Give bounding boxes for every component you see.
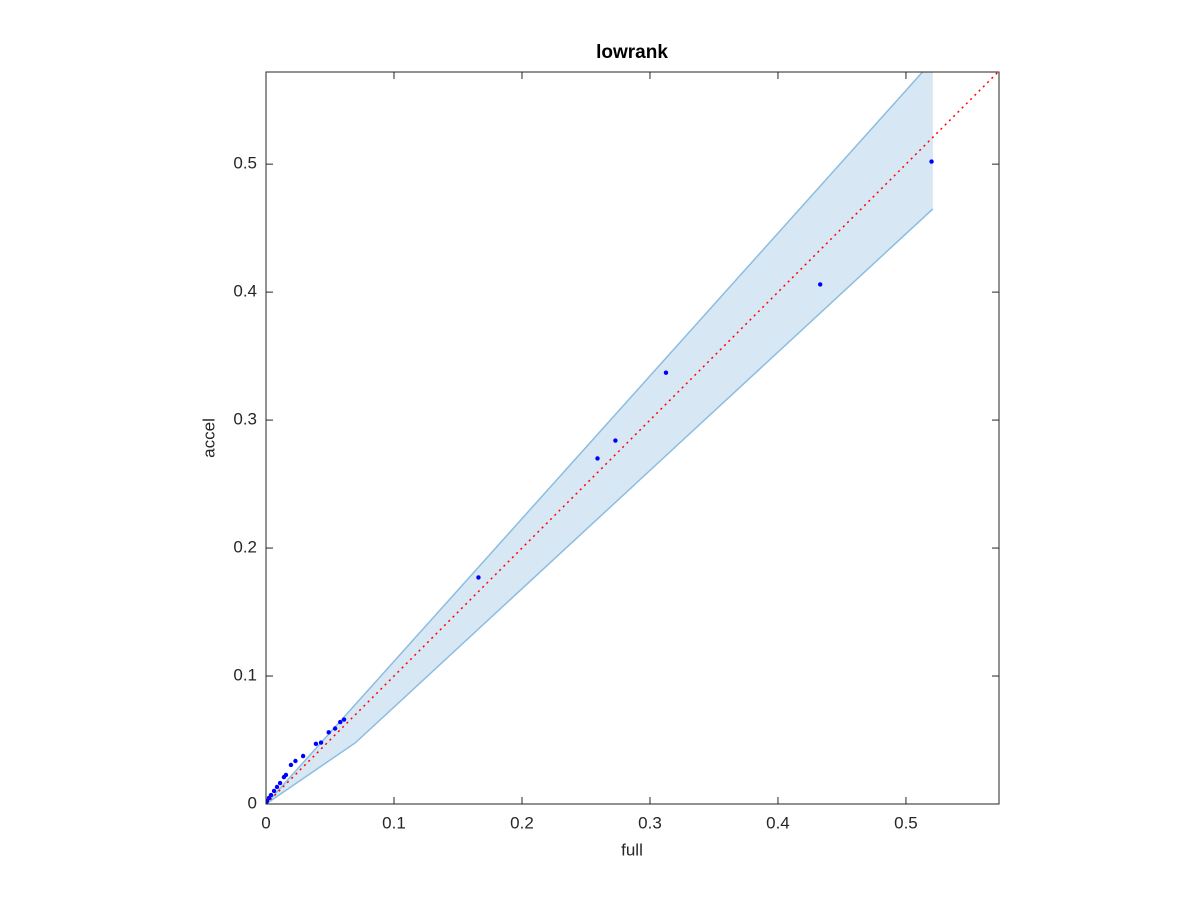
axes: 0 0.1 0.2 0.3 0.4 0.5 0 0.1 0.2 0.3 0.4 0.5 — [233, 71, 1000, 832]
y-tick-label: 0.3 — [233, 410, 257, 429]
x-tick-label: 0.2 — [510, 813, 534, 832]
plot-area — [266, 72, 999, 804]
y-tick-label: 0.4 — [233, 282, 257, 301]
point — [274, 784, 280, 790]
y-tick-label: 0.1 — [233, 666, 257, 685]
y-tick-label: 0.2 — [233, 538, 257, 557]
x-axis-label: full — [621, 840, 643, 859]
band-upper — [266, 72, 924, 804]
x-tick-label: 0 — [261, 813, 270, 832]
y-axis-label: accel — [199, 418, 218, 458]
x-tick-label: 0.1 — [382, 813, 406, 832]
point — [266, 800, 269, 804]
point — [318, 740, 324, 745]
point — [271, 788, 277, 794]
reference-line — [266, 72, 999, 804]
point — [817, 282, 823, 287]
y-tick-label: 0 — [248, 793, 257, 812]
x-tick-label: 0.5 — [894, 813, 918, 832]
point — [663, 370, 669, 375]
band-area — [266, 72, 933, 804]
point — [277, 780, 283, 786]
point — [332, 726, 338, 731]
point — [595, 456, 600, 461]
x-tick-label: 0.4 — [766, 813, 790, 832]
point — [929, 159, 934, 164]
point — [313, 741, 319, 747]
y-tick-label: 0.5 — [233, 154, 257, 173]
point — [281, 774, 287, 780]
point — [613, 438, 618, 443]
point — [476, 575, 481, 580]
point — [288, 762, 294, 768]
point — [341, 717, 347, 722]
band-lower — [266, 208, 934, 804]
point — [293, 758, 298, 764]
point — [326, 730, 331, 735]
x-tick-label: 0.3 — [638, 813, 662, 832]
axes-box — [265, 71, 1000, 805]
chart-title: lowrank — [596, 42, 668, 63]
point — [338, 719, 343, 725]
point — [300, 753, 306, 759]
